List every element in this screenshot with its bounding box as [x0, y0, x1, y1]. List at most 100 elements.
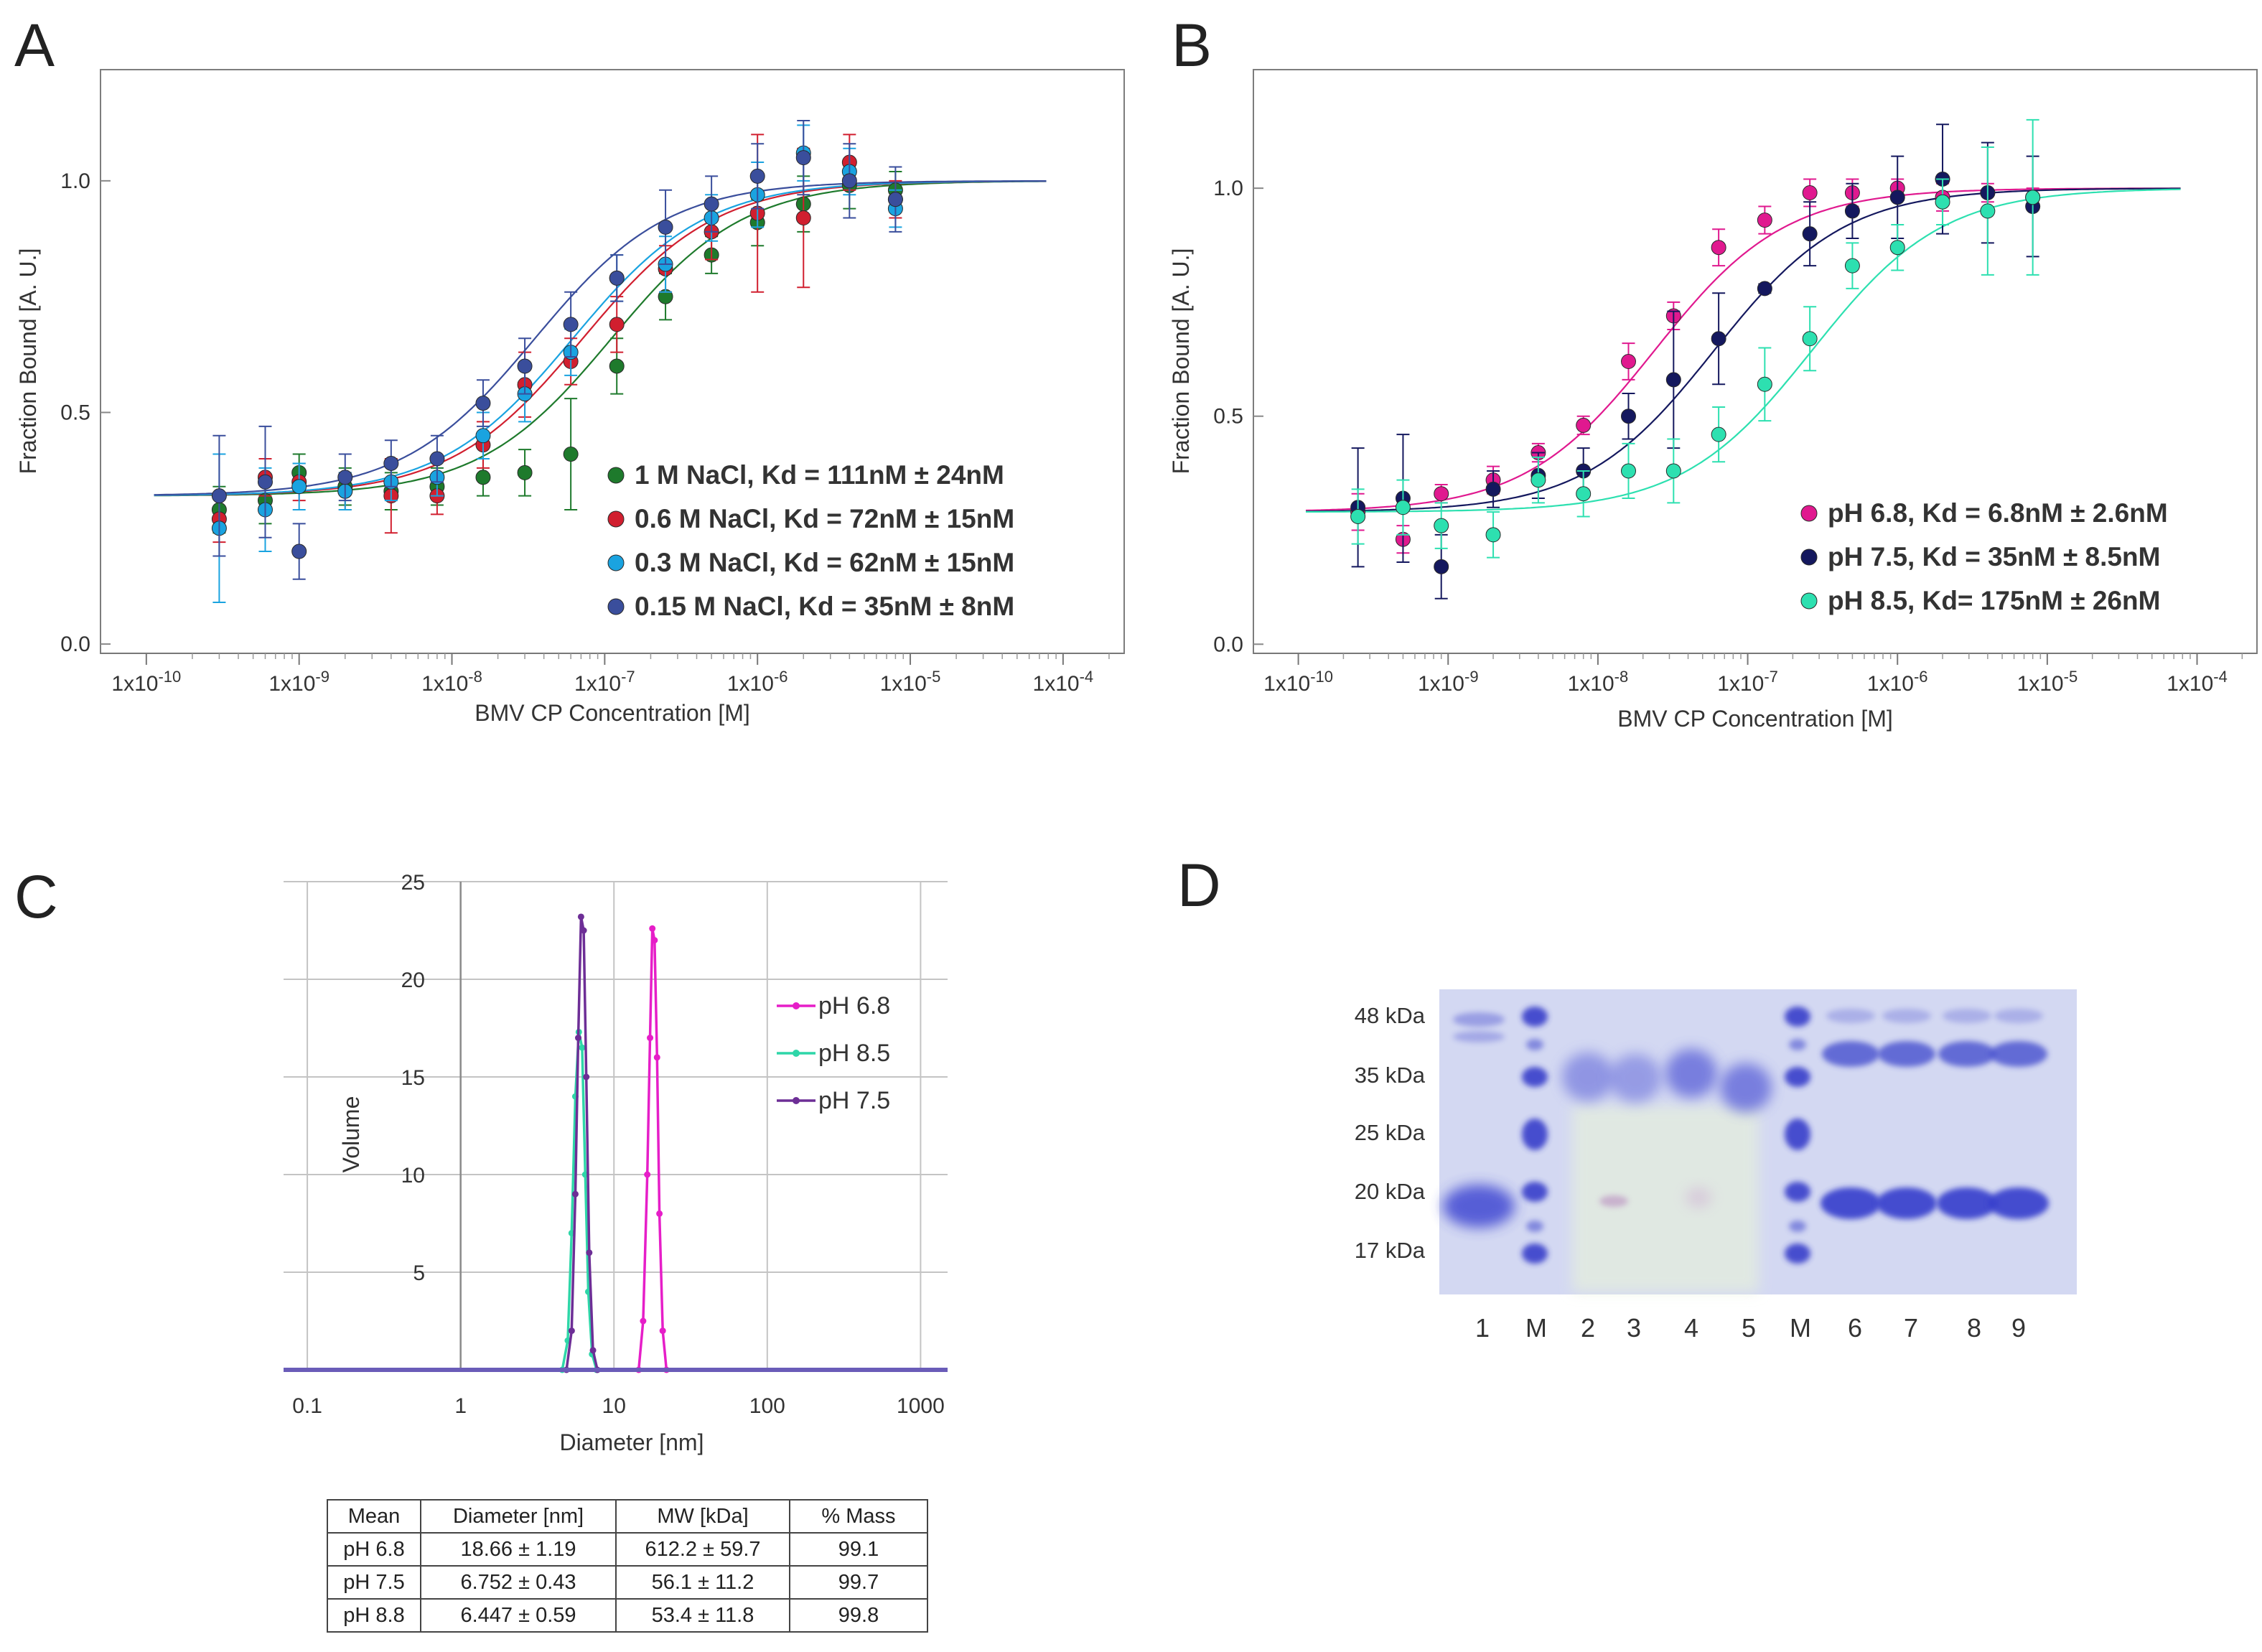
chart-a: 1x10-10 1x10-9 1x10-8 1x10-7 1x10-6 1x10-5 1x1…: [15, 69, 1125, 726]
data-point: [1757, 281, 1772, 297]
fit-curves-b: [1305, 187, 2181, 513]
data-points-a: [211, 119, 903, 604]
x-tick-label: 0.1: [292, 1394, 322, 1418]
y-tick-label: 20: [401, 969, 425, 992]
y-tick-label: 1.0: [60, 169, 90, 193]
x-tick-label: 1x10-9: [1418, 668, 1479, 696]
legend-c: pH 6.8 pH 8.5 pH 7.5: [777, 992, 890, 1114]
ladder-band: [1785, 1067, 1810, 1087]
legend-marker: [1800, 549, 1818, 566]
data-point: [1621, 463, 1637, 479]
sample-band: [1826, 1009, 1875, 1023]
y-tick-label: 0.5: [1213, 405, 1243, 429]
x-tick-label: 1x10-8: [1568, 668, 1629, 696]
data-point: [1665, 463, 1681, 479]
data-point: [1802, 331, 1818, 347]
table-cell: 99.7: [789, 1565, 928, 1600]
chart-b: 1x10-10 1x10-9 1x10-8 1x10-7 1x10-6 1x10-5 1x1…: [1168, 69, 2258, 732]
y-tick-label: 25: [401, 871, 425, 895]
fit-curve: [154, 180, 1047, 497]
gel-marker-label: 20 kDa: [1355, 1179, 1426, 1204]
ladder-band: [1522, 1067, 1548, 1087]
sample-band: [1453, 1031, 1505, 1042]
x-tick-label: 1: [454, 1394, 467, 1418]
gel-lane-label: M: [1525, 1313, 1547, 1343]
x-tick-label: 1x10-7: [574, 668, 635, 696]
data-point: [609, 317, 625, 332]
legend-marker: [793, 1002, 800, 1009]
sample-band: [1877, 1187, 1937, 1219]
sample-band: [1609, 1054, 1661, 1103]
data-point: [383, 455, 399, 471]
table-cell: 612.2 ± 59.7: [615, 1532, 790, 1567]
ladder-band: [1522, 1243, 1548, 1264]
data-point: [475, 428, 491, 444]
data-point: [1434, 518, 1449, 533]
sample-band: [1882, 1009, 1931, 1023]
data-point: [887, 192, 903, 207]
data-point: [1802, 226, 1818, 242]
table-cell: pH 8.8: [327, 1598, 421, 1633]
table-cell: 99.8: [789, 1598, 928, 1633]
data-point: [211, 488, 227, 504]
table-header-cell: Diameter [nm]: [420, 1499, 617, 1534]
sample-band: [1443, 1185, 1515, 1228]
data-point: [291, 543, 307, 559]
data-point: [1395, 500, 1411, 515]
y-tick-label: 10: [401, 1164, 425, 1187]
table-header-row: Mean Diameter [nm] MW [kDa] % Mass: [327, 1499, 928, 1534]
x-tick-label: 1x10-8: [421, 668, 482, 696]
fit-curve: [1305, 187, 2181, 513]
gel-marker-label: 35 kDa: [1355, 1063, 1426, 1088]
legend-marker: [1800, 592, 1818, 610]
legend-label: pH 7.5: [818, 1087, 890, 1114]
sample-band: [1990, 1041, 2047, 1067]
gridlines-c: [284, 881, 948, 1370]
gel-lane-label: 4: [1684, 1313, 1698, 1343]
gel-bands: [1443, 1007, 2049, 1264]
data-point: [609, 270, 625, 286]
data-point: [795, 150, 811, 166]
sample-band: [1562, 1053, 1614, 1101]
ladder-band: [1522, 1119, 1548, 1150]
sample-band: [1994, 1009, 2043, 1023]
table-row: pH 6.8 18.66 ± 1.19 612.2 ± 59.7 99.1: [327, 1532, 928, 1567]
sample-band: [1988, 1187, 2049, 1219]
x-tick-labels-c: 0.1 1 10 100 1000: [292, 1394, 945, 1418]
x-tick-label: 1x10-10: [1263, 668, 1333, 696]
series-point: [656, 1210, 663, 1217]
data-point: [1980, 203, 1996, 219]
ladder-band: [1789, 1039, 1806, 1050]
gel-marker-label: 17 kDa: [1355, 1238, 1426, 1263]
series-point: [571, 1190, 579, 1198]
ladder-band: [1785, 1182, 1810, 1202]
ladder-band: [1785, 1119, 1810, 1150]
x-axis-title-c: Diameter [nm]: [560, 1429, 704, 1455]
ladder-band: [1522, 1182, 1548, 1202]
legend-marker: [607, 554, 625, 571]
y-tick-label: 0.0: [60, 633, 90, 656]
legend-a: 1 M NaCl, Kd = 111nM ± 24nM 0.6 M NaCl, K…: [607, 460, 1014, 621]
legend-marker: [793, 1050, 800, 1057]
ladder-band: [1785, 1243, 1810, 1264]
data-point: [1485, 527, 1501, 543]
gel-lane-label: 8: [1967, 1313, 1981, 1343]
data-point: [1757, 213, 1772, 228]
data-point: [1711, 426, 1726, 442]
legend-marker: [607, 510, 625, 528]
y-axis-title-b: Fraction Bound [A. U.]: [1168, 248, 1194, 475]
ladder-band: [1522, 1007, 1548, 1027]
y-axis-title-c: Volume: [338, 1096, 364, 1173]
x-tick-label: 1x10-10: [111, 668, 181, 696]
x-tick-labels-b: 1x10-10 1x10-9 1x10-8 1x10-7 1x10-6 1x10-5 1x1…: [1263, 668, 2228, 696]
series-point: [644, 1171, 651, 1178]
x-tick-label: 100: [749, 1394, 785, 1418]
x-tick-label: 1x10-5: [880, 668, 941, 696]
table-cell: pH 7.5: [327, 1565, 421, 1600]
data-point: [475, 470, 491, 485]
data-point: [1434, 559, 1449, 574]
gel-lane-label: 2: [1581, 1313, 1595, 1343]
gel-light-patch: [1572, 1106, 1759, 1292]
series-point: [580, 927, 587, 934]
panel-label-d: D: [1177, 851, 1221, 919]
